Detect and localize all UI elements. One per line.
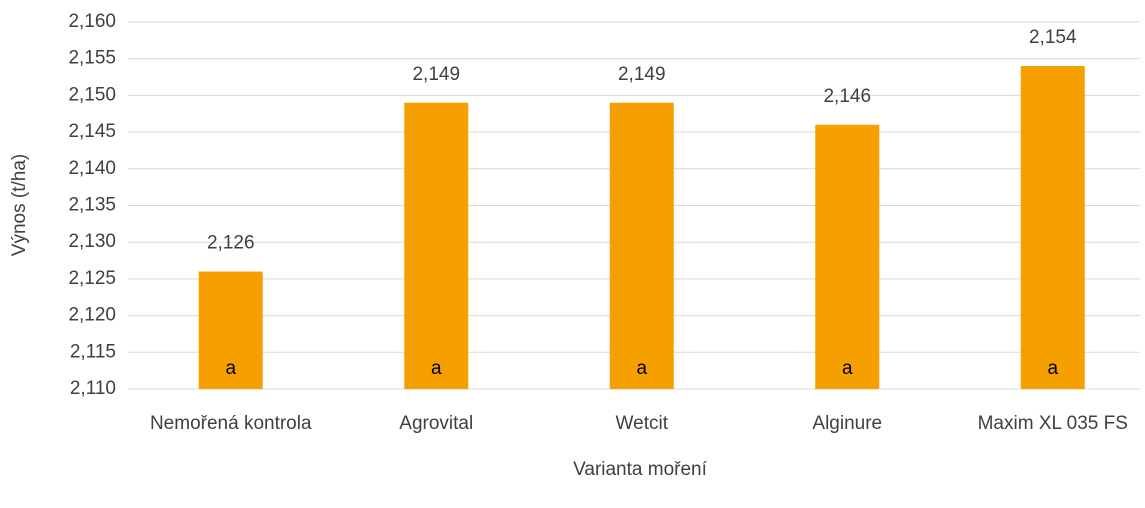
y-tick-label: 2,135 xyxy=(68,195,116,216)
x-tick-label: Agrovital xyxy=(399,413,474,434)
y-tick-label: 2,120 xyxy=(68,305,116,326)
significance-letter: a xyxy=(636,358,647,379)
y-tick-label: 2,140 xyxy=(68,158,116,179)
y-tick-label: 2,130 xyxy=(68,231,116,252)
value-label: 2,149 xyxy=(412,64,460,85)
value-label: 2,154 xyxy=(1029,27,1077,48)
value-label: 2,149 xyxy=(618,64,666,85)
y-tick-label: 2,155 xyxy=(68,48,116,69)
y-tick-label: 2,115 xyxy=(70,341,116,362)
bar xyxy=(198,271,263,389)
bar xyxy=(609,102,674,390)
bar xyxy=(404,102,469,390)
bar xyxy=(1020,66,1085,389)
y-tick-label: 2,145 xyxy=(68,121,116,142)
y-tick-label: 2,125 xyxy=(68,268,116,289)
x-tick-label: Nemořená kontrola xyxy=(149,413,312,434)
x-tick-label: Alginure xyxy=(812,413,883,434)
significance-letter: a xyxy=(842,358,853,379)
x-axis-title: Varianta moření xyxy=(573,459,707,480)
value-label: 2,126 xyxy=(207,233,255,254)
y-axis-title: Výnos (t/ha) xyxy=(9,154,30,256)
y-tick-label: 2,110 xyxy=(70,378,116,399)
value-label: 2,146 xyxy=(823,86,871,107)
significance-letter: a xyxy=(225,358,236,379)
bar xyxy=(815,124,880,389)
y-tick-label: 2,160 xyxy=(68,11,116,32)
significance-letter: a xyxy=(431,358,442,379)
significance-letter: a xyxy=(1047,358,1058,379)
x-tick-label: Wetcit xyxy=(615,413,668,434)
x-tick-label: Maxim XL 035 FS xyxy=(977,413,1128,434)
y-tick-label: 2,150 xyxy=(68,84,116,105)
